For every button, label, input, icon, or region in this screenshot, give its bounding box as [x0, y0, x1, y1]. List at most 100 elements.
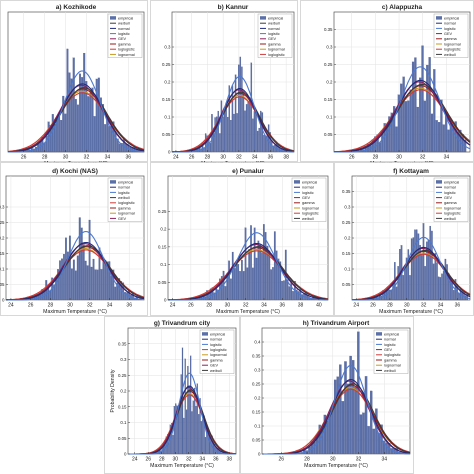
- histogram-bar: [367, 426, 370, 455]
- x-tick-label: 38: [226, 457, 232, 463]
- histogram-bar: [423, 100, 426, 153]
- histogram-bar: [426, 64, 429, 153]
- histogram-bar: [173, 406, 175, 455]
- y-tick-label: 0.1: [164, 115, 171, 120]
- legend-entry: empirical: [444, 180, 459, 184]
- histogram-bar: [331, 407, 334, 455]
- histogram-bar: [100, 269, 103, 301]
- histogram-bar: [57, 269, 59, 301]
- y-tick-label: 0.1: [0, 267, 5, 272]
- histogram-bar: [81, 77, 84, 153]
- histogram-bar: [83, 52, 86, 153]
- histogram-bar: [70, 268, 73, 301]
- histogram-bar: [372, 428, 376, 455]
- histogram-bar: [99, 97, 102, 153]
- legend-entry: logistic: [268, 32, 280, 36]
- histogram-bar: [333, 379, 337, 455]
- histogram-bar: [70, 78, 73, 153]
- histogram-bar: [259, 245, 262, 301]
- y-tick-label: 0.35: [118, 341, 127, 346]
- histogram-bar: [390, 290, 393, 301]
- legend-entry: weibull: [268, 22, 280, 26]
- histogram-bar: [244, 227, 247, 301]
- x-axis-label: Maximum Temperature (°C): [216, 309, 280, 315]
- y-tick-label: 0.25: [342, 220, 351, 225]
- histogram-bar: [237, 264, 240, 301]
- x-tick-label: 30: [220, 155, 226, 161]
- y-tick-label: 0.15: [0, 251, 5, 256]
- legend-entry: empirical: [302, 180, 317, 184]
- y-tick-label: 0.2: [254, 396, 261, 401]
- histogram-bar: [247, 101, 249, 153]
- histogram-bar: [58, 116, 61, 153]
- y-tick-label: 0.05: [252, 438, 261, 443]
- normal-curve: [352, 246, 471, 301]
- histogram-bar: [112, 121, 115, 153]
- legend-entry: loglogistic: [444, 48, 461, 52]
- histogram-bar: [213, 292, 216, 301]
- histogram-bar: [288, 286, 291, 301]
- normal-curve: [334, 79, 471, 153]
- histogram-bar: [224, 286, 227, 301]
- y-tick-label: 0.05: [342, 282, 351, 287]
- histogram-bar: [67, 251, 69, 301]
- histogram-bar: [124, 292, 127, 301]
- legend-entry: weibull: [118, 196, 130, 200]
- x-tick-label: 32: [87, 303, 93, 309]
- histogram-bar: [297, 291, 300, 301]
- y-tick-label: 0.15: [324, 97, 333, 102]
- legend-entry: empirical: [268, 16, 283, 20]
- x-tick-label: 38: [283, 155, 289, 161]
- histogram-bar: [94, 269, 97, 301]
- histogram-bar: [248, 249, 251, 301]
- histogram-bar: [261, 252, 263, 301]
- chart-panel-1: 262830323436Maximum Temperature (°C)a) K…: [0, 0, 148, 167]
- x-tick-label: 26: [349, 155, 355, 161]
- x-tick-label: 32: [84, 155, 90, 161]
- histogram-bar: [255, 257, 258, 301]
- histogram-bar: [447, 129, 450, 153]
- chart-title: a) Kozhikode: [56, 4, 97, 11]
- histogram-bar: [176, 405, 178, 455]
- legend-entry: logistic: [118, 191, 130, 195]
- legend-entry: loglogistic: [118, 48, 135, 52]
- y-tick-label: 0.3: [344, 205, 351, 210]
- histogram-bar: [126, 292, 128, 301]
- chart-panel-6: 24 26 28 30 32 34 36 0.05 0.1 0.15 0.2 0.25 0.3 0.35 M…: [334, 162, 474, 316]
- legend-entry: lognormal: [384, 364, 401, 368]
- histogram-bar: [414, 229, 416, 301]
- x-tick-label: 36: [280, 303, 286, 309]
- legend-entry: logistic: [444, 27, 456, 31]
- chart-panel-5: 24 26 28 30 32 34 36 38 40 0 0.05 0.1 0.15 0.2 0.25 Max…: [150, 162, 334, 316]
- histogram-bar: [239, 271, 241, 301]
- histogram-bar: [222, 116, 224, 153]
- histogram-bar: [62, 95, 65, 153]
- histogram-bar: [219, 133, 221, 153]
- x-tick-label: 34: [444, 155, 450, 161]
- x-tick-label: 26: [145, 457, 151, 463]
- histogram-bar: [410, 238, 413, 301]
- histogram-bar: [252, 267, 254, 301]
- histogram-bar: [242, 93, 245, 153]
- histogram-bar: [250, 225, 252, 301]
- histogram-bar: [242, 271, 245, 301]
- legend-entry: normal: [444, 22, 456, 26]
- legend-entry: gamma: [444, 201, 458, 205]
- x-axis-label: Maximum Temperature (°C): [304, 463, 368, 469]
- histogram-bar: [87, 96, 90, 153]
- legend-entry: gamma: [268, 42, 282, 46]
- legend-entry: empirical: [444, 16, 459, 20]
- histogram-bar: [51, 114, 54, 153]
- x-tick-label: 30: [404, 303, 410, 309]
- histogram-bar: [429, 225, 431, 301]
- logistic-curve: [8, 70, 145, 153]
- histogram-bar: [253, 111, 256, 153]
- histogram-bar: [292, 291, 294, 301]
- x-tick-label: 40: [316, 303, 322, 309]
- histogram-bar: [385, 442, 388, 455]
- legend-entry: lognormal: [444, 42, 461, 46]
- histogram-bar: [177, 408, 180, 455]
- histogram-bar: [112, 269, 115, 301]
- histogram-bar: [428, 57, 431, 153]
- legend-entry: logistic: [444, 191, 456, 195]
